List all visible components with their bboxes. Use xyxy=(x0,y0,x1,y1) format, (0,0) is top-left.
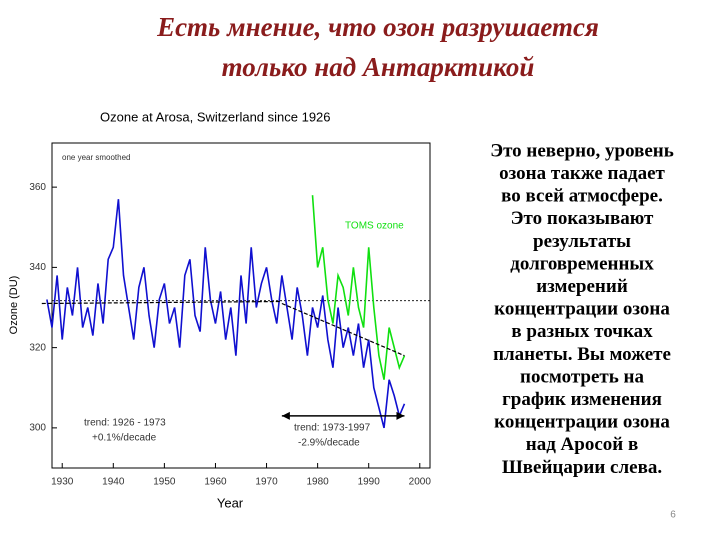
body-text: измерений xyxy=(536,276,628,297)
y-tick-label: 360 xyxy=(29,182,46,193)
body-text: Это показывают xyxy=(511,208,654,229)
body-text: озона также падает xyxy=(499,163,665,184)
body-text: концентрации озона xyxy=(494,412,670,433)
slide-title: Есть мнение, что озон разрушается xyxy=(156,12,599,42)
x-tick-label: 1940 xyxy=(102,477,125,488)
x-tick-label: 1950 xyxy=(153,477,176,488)
y-tick-label: 320 xyxy=(29,342,46,353)
annotation: -2.9%/decade xyxy=(298,438,360,449)
annotation: one year smoothed xyxy=(62,153,131,162)
y-axis-label: Ozone (DU) xyxy=(8,276,20,335)
body-text: результаты xyxy=(533,231,631,252)
chart-title: Ozone at Arosa, Switzerland since 1926 xyxy=(100,109,331,124)
series-label: TOMS ozone xyxy=(345,221,404,232)
x-tick-label: 1990 xyxy=(358,477,381,488)
body-text: долговременных xyxy=(510,253,654,274)
x-tick-label: 1930 xyxy=(51,477,74,488)
body-text: посмотреть на xyxy=(520,366,644,387)
body-text: Швейцарии слева. xyxy=(502,457,662,478)
plot-frame xyxy=(51,142,431,469)
body-text: во всей атмосфере. xyxy=(501,186,663,207)
x-tick-label: 2000 xyxy=(409,477,432,488)
series-line xyxy=(311,195,406,380)
x-tick-label: 1960 xyxy=(204,477,227,488)
body-text: в разных точках xyxy=(511,321,653,342)
body-text: Это неверно, уровень xyxy=(490,140,674,161)
x-tick-label: 1970 xyxy=(255,477,278,488)
slide-title: только над Антарктикой xyxy=(222,52,535,82)
annotation: trend: 1973-1997 xyxy=(294,423,371,434)
y-tick-label: 300 xyxy=(29,423,46,434)
body-text: над Аросой в xyxy=(526,434,639,455)
trend-line xyxy=(41,300,282,305)
x-axis-label: Year xyxy=(217,495,244,510)
series-line xyxy=(46,199,406,429)
annotation: trend: 1926 - 1973 xyxy=(84,418,166,429)
trend-line xyxy=(281,302,405,357)
body-text: концентрации озона xyxy=(494,299,670,320)
body-text: планеты. Вы можете xyxy=(493,344,671,365)
x-tick-label: 1980 xyxy=(306,477,329,488)
page-number: 6 xyxy=(670,510,676,521)
body-text: график изменения xyxy=(502,389,662,410)
y-tick-label: 340 xyxy=(29,262,46,273)
annotation: +0.1%/decade xyxy=(92,433,157,444)
